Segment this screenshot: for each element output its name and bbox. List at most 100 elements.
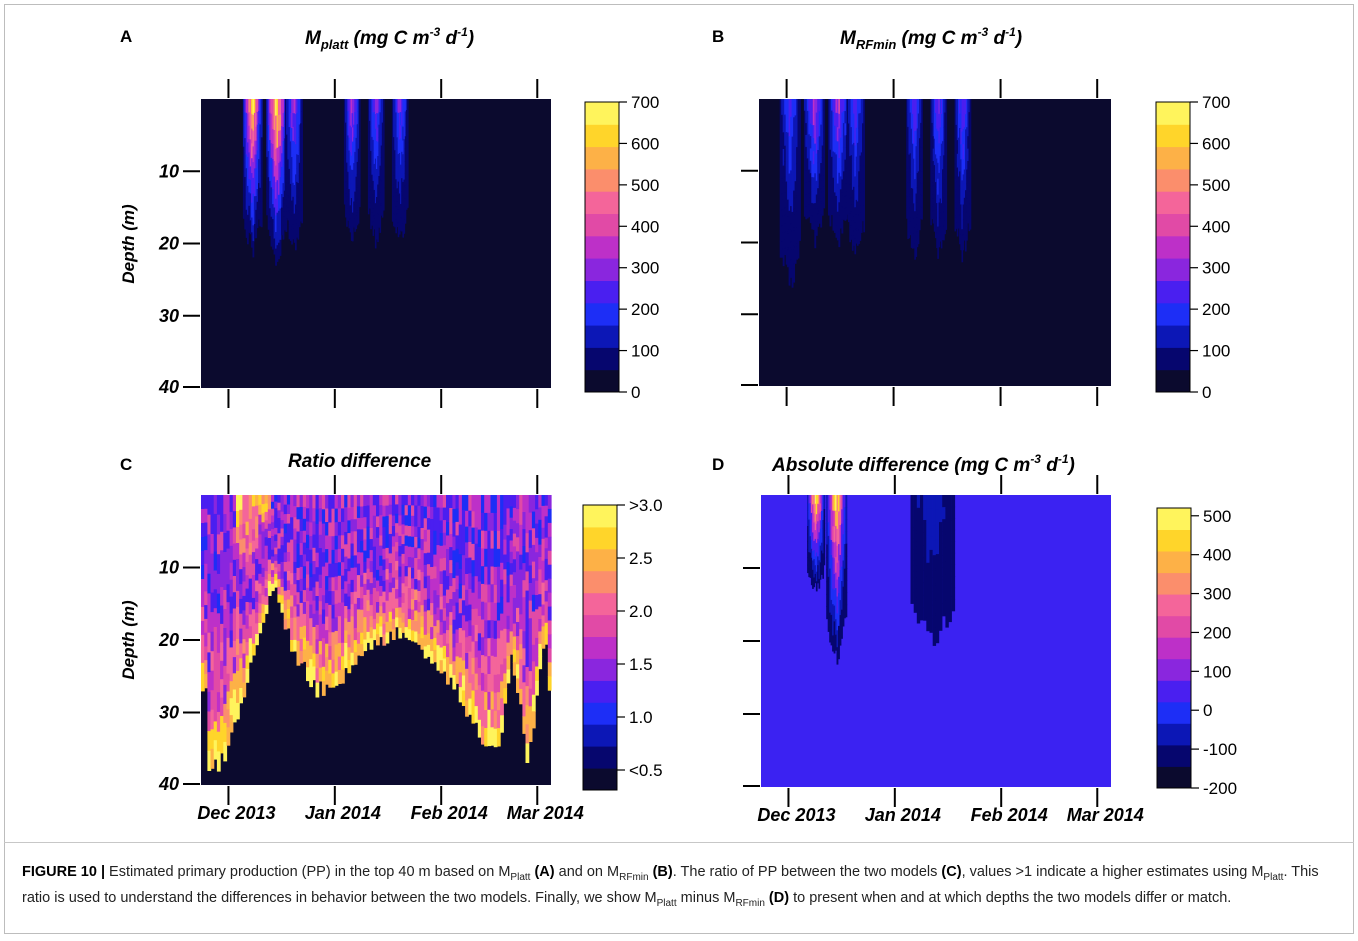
heat-cell [920,594,924,608]
heat-cell [525,590,530,611]
heat-cell [522,631,527,649]
heat-cell [817,565,819,575]
heat-cell [306,521,310,536]
heat-cell [232,608,237,626]
heat-cell [914,115,916,132]
heat-cell [541,538,546,551]
heat-cell [255,154,258,169]
heat-cell [832,164,835,179]
heat-cell [939,535,943,550]
heat-cell [226,602,231,621]
heat-cell [805,158,808,172]
heat-cell [809,560,812,570]
heat-cell [961,212,964,230]
heat-cell [346,124,348,138]
heat-cell [321,652,326,668]
heat-cell [921,123,923,136]
heat-cell [814,173,817,189]
heat-cell [506,615,511,630]
heat-cell [916,172,919,189]
heat-cell [279,114,282,131]
heat-cell [963,183,966,199]
heat-cell [830,525,833,541]
heat-cell [455,535,460,550]
heat-cell [391,587,396,599]
heat-cell [281,99,283,114]
heat-cell [794,197,797,215]
heat-cell [781,130,784,147]
heat-cell [383,154,385,167]
heat-cell [300,160,302,173]
heat-cell [943,127,945,142]
heat-cell [484,638,488,657]
heat-cell [295,204,297,221]
heat-cell [863,178,865,193]
heat-cell [842,111,845,124]
heat-cell [452,633,457,648]
heat-cell [291,215,293,230]
heat-cell [951,576,956,589]
heat-cell [278,242,280,260]
heat-cell [509,563,514,576]
heat-cell [363,550,368,563]
heat-cell [277,586,282,596]
heat-cell [264,520,269,530]
heat-cell [273,114,276,131]
heat-cell [512,572,517,586]
heat-cell [414,516,418,527]
heat-cell [465,495,469,512]
heat-cell [862,208,864,222]
heat-cell [815,180,818,195]
heat-cell [245,182,248,197]
heat-cell [331,618,336,633]
heat-cell [251,643,256,656]
heat-cell [355,189,358,204]
heat-cell [359,120,361,132]
heat-cell [347,159,349,173]
heat-cell [388,621,393,632]
heat-cell [275,165,277,183]
heat-cell [818,198,821,212]
heat-cell [232,640,237,658]
colorbar-swatch [1157,551,1191,574]
heat-cell [260,188,263,202]
heat-cell [969,151,972,165]
heat-cell [369,539,374,551]
heat-cell [477,512,482,531]
colorbar-tick-label: 0 [631,383,640,402]
heat-cell [282,141,285,156]
heat-cell [370,215,372,230]
heat-cell [318,548,323,562]
heat-cell [204,646,208,661]
heat-cell [915,162,918,179]
heat-cell [811,125,814,139]
heat-cell [446,603,450,618]
colorbar-swatch [583,702,617,725]
heat-cell [242,509,247,525]
heat-cell [380,203,383,216]
heat-cell [832,495,834,512]
heat-cell [289,155,292,171]
heat-cell [808,146,811,159]
heat-cell [273,238,276,255]
heat-cell [369,605,374,617]
heat-cell [935,568,940,585]
colorbar-tick-label: 0 [1203,701,1212,720]
heat-cell [968,217,971,232]
heat-cell [248,165,251,180]
heat-cell [907,210,909,226]
heat-cell [369,175,371,187]
heat-cell [210,631,215,652]
heat-cell [942,531,946,544]
heat-cell [963,99,966,114]
heat-cell [814,556,817,566]
heat-cell [541,626,546,638]
heat-cell [851,174,854,191]
heat-cell [255,516,259,528]
heat-cell [252,99,255,116]
heat-cell [264,588,269,597]
heat-cell [248,626,253,639]
heat-cell [815,153,818,168]
heat-cell [295,189,297,206]
